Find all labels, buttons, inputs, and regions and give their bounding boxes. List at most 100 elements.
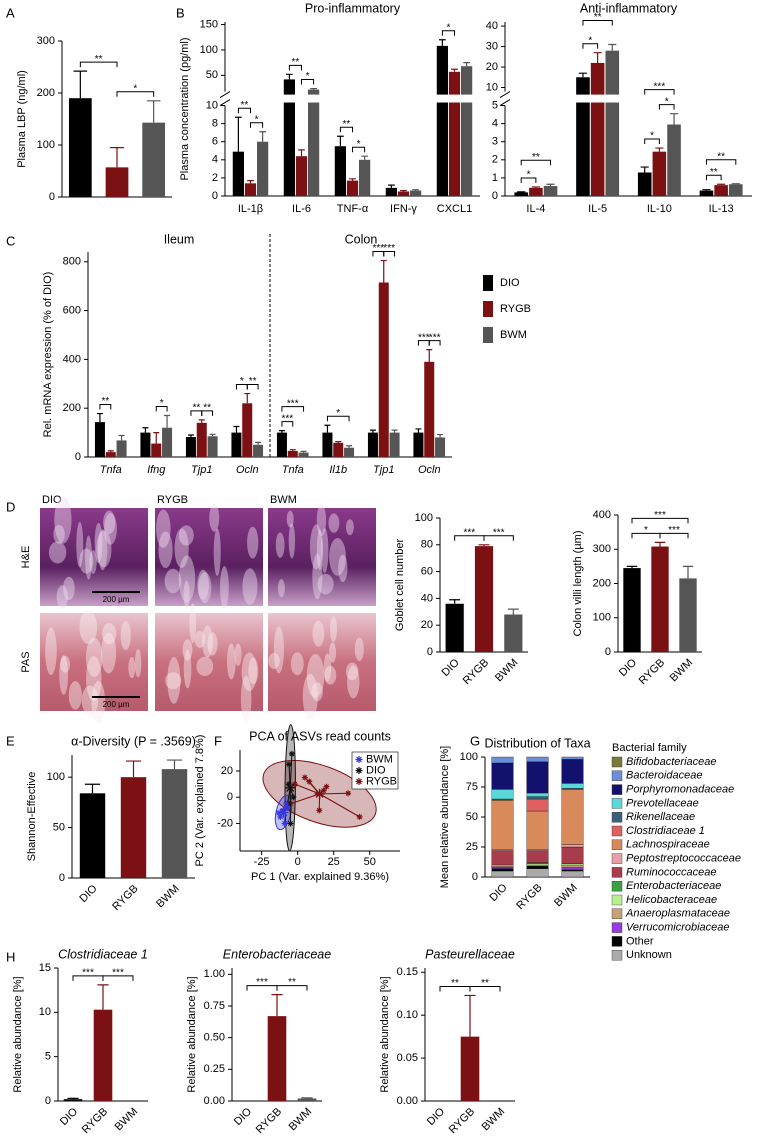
bar [651,546,669,652]
tissue-texture [312,620,325,647]
tissue-texture [338,554,348,583]
error-bar [97,984,109,1010]
error-bar [259,131,266,142]
error-bar [209,433,216,437]
x-tick-label: IFN-γ [390,203,417,215]
significance-label: ** [241,100,249,111]
tissue-texture [324,665,337,685]
significance-label: ** [451,978,459,989]
error-bar [67,1097,79,1100]
x-tick-label: 0 [295,856,301,868]
y-tick-label: 0 [472,871,478,883]
error-bar [118,434,125,441]
significance-label: *** [418,332,430,343]
error-bar [655,147,664,152]
bar [637,172,652,196]
spider-line [319,793,360,818]
spider-line [290,793,320,805]
bar [242,403,253,457]
x-tick-label: DIO [487,881,510,904]
tissue-texture [248,657,259,685]
point [320,787,327,794]
x-tick-label: Ocln [236,464,259,476]
micrograph-row-label: H&E [20,546,32,569]
bar-segment [526,850,549,863]
significance-label: * [644,525,648,536]
y-axis-label: Relative abundance [%] [379,976,391,1092]
y-tick-label: 0.00 [397,1095,418,1107]
significance-label: *** [287,398,299,409]
micrograph [155,613,263,711]
tissue-texture [329,616,338,643]
bar [185,436,196,457]
tissue-texture [85,637,103,677]
axis-break-mark [219,99,231,106]
tissue-texture [328,513,340,533]
error-bar [608,43,617,51]
legend-label: DIO [366,764,386,776]
bar [389,432,400,457]
y-tick-label: 75 [466,781,478,793]
x-tick-label: BWM [287,1106,314,1133]
y-tick-label: 0 [59,872,65,884]
tissue-texture [167,656,181,704]
y-axis-label: PC 2 (Var. explained 7.8%) [194,735,206,867]
tissue-texture [134,648,142,678]
x-tick-label: BWM [493,657,520,684]
tissue-texture [178,525,194,546]
y-tick-label: 15 [39,962,51,974]
significance-bracket [339,126,353,133]
tissue-texture [128,657,136,679]
bar [287,450,298,457]
y-tick-label: 2 [492,154,498,166]
y-tick-label: 100 [37,139,55,151]
x-tick-label: DIO [232,1105,255,1128]
tissue-texture [174,528,189,569]
bar [151,443,162,457]
x-tick-label: -25 [254,856,270,868]
significance-bracket [288,64,302,71]
panel-label: D [6,499,15,514]
tissue-texture [198,572,212,604]
y-tick-label: 6 [212,136,218,148]
y-tick-label: 600 [63,304,81,316]
bar [79,793,106,878]
y-axis-label: Plasma LBP (ng/ml) [16,70,28,168]
x-tick-label: DIO [617,656,640,679]
x-tick-label: IL-1β [238,203,263,215]
bar-segment [526,863,549,866]
bar [105,452,116,457]
error-bar [507,608,519,615]
x-tick-label: BWM [480,1106,507,1133]
bar [623,568,641,652]
significance-label: * [588,35,592,46]
bar [667,124,681,196]
error-bar [166,759,183,770]
tissue-texture [220,566,229,609]
bar [410,190,422,196]
scale-bar-label: 200 µm [103,595,130,604]
legend-swatch [611,894,623,906]
tissue-texture [120,620,131,651]
tissue-texture [309,524,323,570]
tissue-texture [207,632,218,656]
bar [253,444,264,457]
x-tick-label: Ifng [147,464,166,476]
bar [257,141,269,196]
bar [543,186,558,196]
significance-label: * [527,170,531,181]
error-bar [247,180,254,184]
error-bar [110,147,124,168]
y-tick-label: 800 [63,256,81,268]
y-tick-label: 4 [492,118,498,130]
significance-label: *** [82,967,94,978]
point [290,794,297,801]
y-tick-label: 0.50 [204,1032,225,1044]
error-bar [415,428,422,433]
x-tick-label: Ocln [418,464,441,476]
legend-swatch [611,798,623,809]
significance-label: *** [463,527,475,538]
error-bar [380,259,387,283]
tissue-texture [345,519,354,536]
chart-title: Pasteurellaceae [425,947,515,961]
